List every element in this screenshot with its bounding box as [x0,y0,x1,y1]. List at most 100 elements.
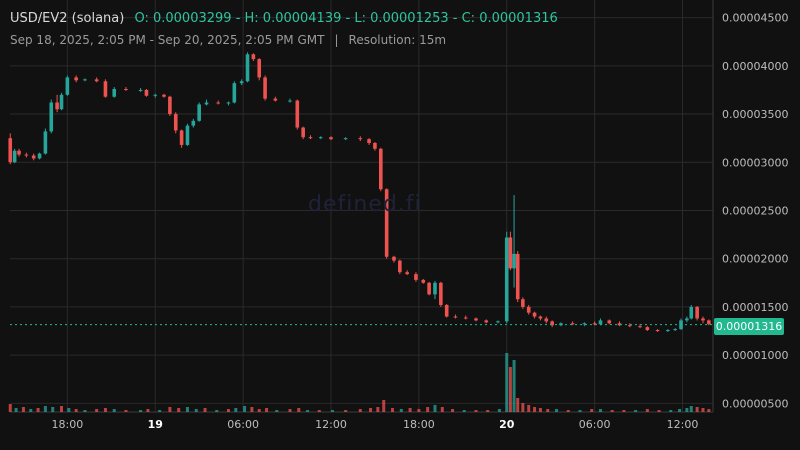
volume-bar [234,408,238,412]
candle-body [103,81,108,97]
candle-body [94,79,99,82]
candle-body [695,306,699,319]
candle-body [550,321,554,326]
volume-bar [657,410,661,412]
volume-bar [622,410,626,412]
volume-bar [139,410,143,412]
volume-bar [527,405,531,412]
volume-bar [297,408,301,412]
x-tick-label: 06:00 [227,418,259,431]
candle-body [197,104,201,121]
candle-body [124,88,128,90]
candle-body [358,138,363,140]
separator: | [334,33,339,47]
volume-bar [29,409,33,412]
volume-bar [330,410,334,412]
volume-bar [124,410,128,412]
volume-bar [521,403,525,412]
volume-bar [243,406,247,412]
x-tick-label: 12:00 [315,418,347,431]
candle-body [538,316,543,319]
volume-bar [67,408,71,412]
candle-body [55,102,59,110]
y-tick-label: 0.00004000 [722,60,788,73]
volume-bar [474,410,478,412]
last-price-tag: 0.00001316 [714,318,784,335]
candle-body [392,256,396,261]
volume-bar [417,409,421,412]
candle-body [384,189,389,257]
volume-bar [369,408,373,412]
candle-body [655,330,660,332]
candle-body [666,330,670,332]
candle-body [427,282,431,295]
candle-body [263,77,267,99]
volume-bar [701,408,705,412]
candle-body [318,137,323,139]
candle-body [627,325,632,327]
candle-body [405,272,409,275]
candle-body [185,125,190,145]
volume-bar [376,407,380,412]
candle-body [701,318,705,321]
volume-bar [21,407,25,412]
volume-bar [146,409,150,412]
ohlc-readout: O: 0.00003299 - H: 0.00004139 - L: 0.000… [134,11,558,26]
volume-bar [288,409,292,412]
x-tick-label: 19 [148,418,163,431]
volume-bar [451,409,455,412]
candle-body [295,100,300,128]
candle-body [343,138,348,140]
candle-body [645,327,650,331]
candle-body [245,54,250,82]
candle-body [168,96,172,115]
candle-body [239,81,244,84]
candle-body [685,318,689,321]
candle-body [453,316,458,318]
y-tick-label: 0.00001000 [722,349,788,362]
candle-body [138,89,143,91]
volume-bar [399,409,403,412]
volume-bar [669,410,673,412]
candle-body [37,153,42,159]
volume-bar [508,367,512,412]
y-tick-label: 0.00002000 [722,253,788,266]
volume-bar [43,406,47,412]
volume-bar [533,407,537,412]
candle-body [484,320,489,323]
candle-body [49,102,54,132]
candle-body [707,320,711,325]
volume-bar [83,410,87,412]
volume-bar [158,410,162,412]
volume-bar [707,409,711,412]
candle-body [512,253,516,269]
volume-bar [8,404,12,412]
candle-body [617,323,622,326]
candle-body [204,102,209,105]
volume-bar [685,408,689,412]
candle-body [532,312,537,317]
volume-bar [598,409,602,412]
candle-body [329,137,333,140]
volume-bar [695,407,699,412]
volume-bar [194,409,198,412]
candle-body [521,299,525,307]
volume-bar [168,407,172,412]
volume-bar [634,410,638,412]
x-tick-label: 12:00 [667,418,699,431]
candle-body [496,321,500,323]
volume-bar [203,408,207,412]
candle-body [144,89,149,96]
candle-body [65,77,70,95]
y-tick-label: 0.00002500 [722,204,788,217]
candle-body [504,237,509,322]
volume-bar [344,410,348,412]
volume-bar [250,407,254,412]
x-tick-label: 18:00 [52,418,84,431]
candle-body [582,323,587,325]
x-tick-label: 18:00 [403,418,435,431]
volume-bar [462,410,466,412]
volume-bar [177,408,181,412]
candle-body [526,306,531,313]
